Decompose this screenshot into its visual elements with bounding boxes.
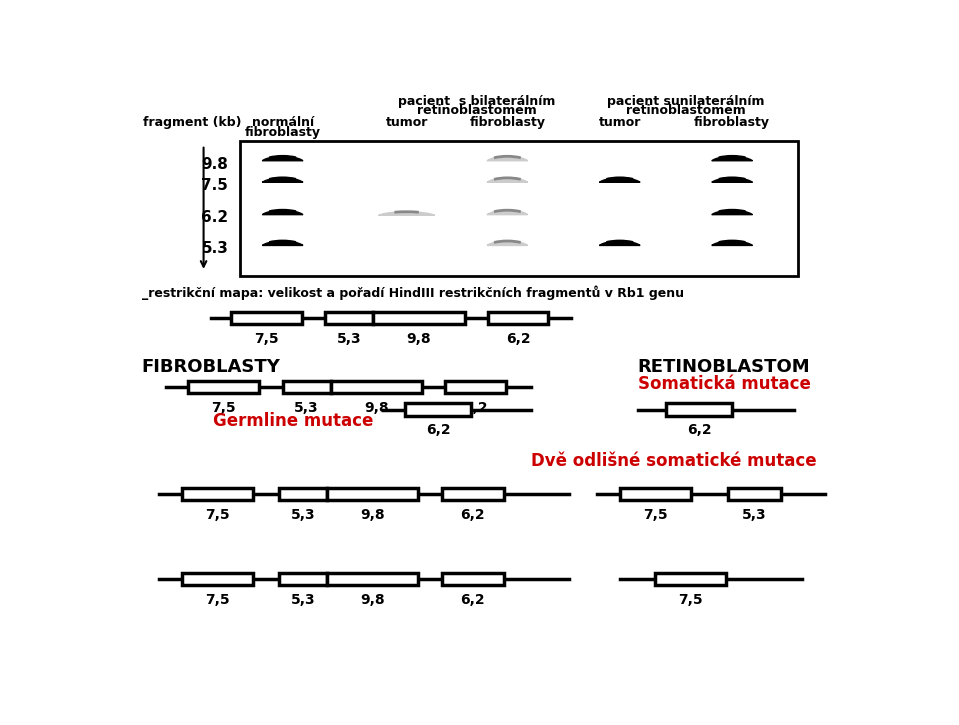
- Text: 6,2: 6,2: [460, 593, 485, 607]
- Text: fibroblasty: fibroblasty: [469, 116, 546, 129]
- Text: pacient  s bilaterálním: pacient s bilaterálním: [398, 95, 555, 108]
- Bar: [327, 573, 418, 585]
- Text: pacient sunilaterálním: pacient sunilaterálním: [607, 95, 764, 108]
- Text: 9,8: 9,8: [361, 593, 385, 607]
- Polygon shape: [712, 241, 753, 246]
- Bar: [279, 573, 327, 585]
- Text: RETINOBLASTOM: RETINOBLASTOM: [638, 358, 810, 376]
- Bar: [655, 573, 726, 585]
- Text: 5,3: 5,3: [294, 401, 319, 415]
- Text: 7,5: 7,5: [205, 508, 230, 522]
- Bar: [240, 141, 798, 276]
- Text: fibroblasty: fibroblasty: [694, 116, 770, 129]
- Polygon shape: [712, 210, 753, 215]
- Polygon shape: [262, 157, 303, 161]
- Polygon shape: [487, 178, 527, 182]
- Bar: [405, 404, 471, 416]
- Polygon shape: [487, 157, 527, 161]
- Bar: [620, 488, 691, 500]
- Text: _restrikční mapa: velikost a pořadí HindIII restrikčních fragmentů v Rb1 genu: _restrikční mapa: velikost a pořadí Hind…: [142, 286, 684, 300]
- Bar: [667, 404, 732, 416]
- Text: Dvě odlišné somatické mutace: Dvě odlišné somatické mutace: [530, 452, 816, 470]
- Polygon shape: [262, 210, 303, 215]
- Polygon shape: [379, 212, 434, 215]
- Polygon shape: [262, 241, 303, 246]
- Text: 5,3: 5,3: [291, 508, 316, 522]
- Bar: [373, 312, 465, 324]
- Bar: [325, 312, 373, 324]
- Text: 6,2: 6,2: [463, 401, 488, 415]
- Polygon shape: [487, 210, 527, 215]
- Bar: [488, 312, 549, 324]
- Text: FIBROBLASTY: FIBROBLASTY: [142, 358, 280, 376]
- Bar: [182, 488, 253, 500]
- Text: 7.5: 7.5: [201, 178, 228, 193]
- Text: Germline mutace: Germline mutace: [213, 412, 373, 430]
- Polygon shape: [487, 241, 527, 246]
- Text: tumor: tumor: [598, 116, 641, 129]
- Text: 5,3: 5,3: [291, 593, 316, 607]
- Bar: [728, 488, 781, 500]
- Text: 7,5: 7,5: [643, 508, 667, 522]
- Text: retinoblastomem: retinoblastomem: [626, 104, 745, 117]
- Text: 6,2: 6,2: [426, 423, 451, 437]
- Text: tumor: tumor: [386, 116, 428, 129]
- Bar: [327, 488, 418, 500]
- Text: fibroblasty: fibroblasty: [245, 125, 320, 138]
- Bar: [441, 488, 503, 500]
- Text: 6,2: 6,2: [460, 508, 485, 522]
- Text: 6,2: 6,2: [506, 332, 530, 346]
- Text: normální: normální: [251, 116, 314, 129]
- Text: 5,3: 5,3: [337, 332, 362, 346]
- Bar: [279, 488, 327, 500]
- Text: 5.3: 5.3: [201, 241, 228, 256]
- Text: Somatická mutace: Somatická mutace: [638, 375, 810, 393]
- Text: 7,5: 7,5: [211, 401, 236, 415]
- Bar: [188, 381, 259, 394]
- Bar: [182, 573, 253, 585]
- Bar: [331, 381, 422, 394]
- Polygon shape: [712, 178, 753, 182]
- Bar: [441, 573, 503, 585]
- Polygon shape: [599, 178, 640, 182]
- Text: 6,2: 6,2: [687, 423, 712, 437]
- Text: 7,5: 7,5: [205, 593, 230, 607]
- Text: 6.2: 6.2: [201, 210, 228, 225]
- Text: 7,5: 7,5: [254, 332, 279, 346]
- Text: 7,5: 7,5: [678, 593, 703, 607]
- Polygon shape: [262, 178, 303, 182]
- Text: 9.8: 9.8: [201, 157, 228, 172]
- Bar: [283, 381, 331, 394]
- Text: retinoblastomem: retinoblastomem: [416, 104, 536, 117]
- Bar: [231, 312, 302, 324]
- Text: 9,8: 9,8: [361, 508, 385, 522]
- Text: 9,8: 9,8: [364, 401, 388, 415]
- Polygon shape: [712, 157, 753, 161]
- Text: fragment (kb): fragment (kb): [143, 116, 242, 129]
- Polygon shape: [599, 241, 640, 246]
- Bar: [445, 381, 505, 394]
- Text: 5,3: 5,3: [742, 508, 767, 522]
- Text: 9,8: 9,8: [407, 332, 432, 346]
